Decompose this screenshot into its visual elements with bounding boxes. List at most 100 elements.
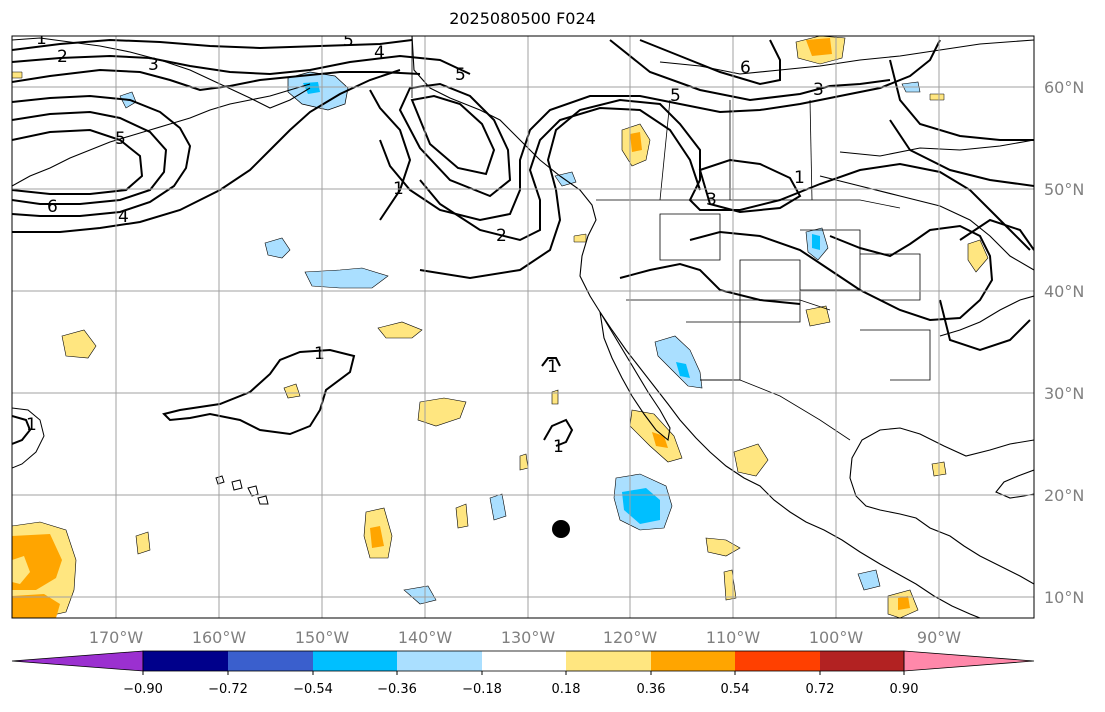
contour-west-4 [12, 94, 192, 217]
colorbar-tick-label: −0.54 [293, 682, 333, 697]
coastline-alaska-north [12, 37, 311, 109]
shade-pos-npac5 [283, 383, 301, 399]
shade-pos-hudson [929, 93, 945, 101]
shade-pos-west2 [135, 531, 151, 555]
shading-layer [12, 36, 989, 618]
contour-nw-3 [12, 68, 421, 92]
colorbar-ticks [142, 671, 905, 675]
shade-neg-south1 [403, 585, 437, 605]
contour-label: 4 [118, 207, 129, 227]
lat-label: 30°N [1044, 384, 1084, 403]
border-us-state5 [800, 229, 861, 291]
lat-label: 10°N [1044, 588, 1084, 607]
contour-gulf-5 [398, 82, 512, 198]
shade-pos-north-core [806, 38, 832, 56]
shade-pos-west1 [61, 329, 97, 359]
contour-label: 1 [547, 357, 558, 377]
contour-label: 2 [57, 47, 68, 67]
map-background [12, 36, 1034, 618]
coastline-west-america [411, 36, 981, 618]
contour-canada-6 [639, 39, 781, 86]
contour-label: 1 [36, 29, 47, 49]
border-us-state2 [659, 213, 721, 261]
shade-pos-greatlakes [967, 239, 989, 273]
colorbar-tick-label: −0.72 [208, 682, 248, 697]
shade-pos-npac4 [417, 397, 467, 427]
colorbar-bin [482, 651, 566, 671]
coastline-great-lakes-region [819, 175, 1034, 271]
shade-pos-cpac-core [370, 526, 384, 548]
shade-neg-epac-core [622, 488, 660, 524]
shade-pos-nw-edge [12, 71, 23, 79]
lon-label: 160°W [192, 628, 247, 647]
border-canada-prov1 [809, 99, 813, 201]
lat-label: 20°N [1044, 486, 1084, 505]
contour-west-5 [12, 110, 168, 205]
map-frame [11, 35, 1035, 619]
contour-main-1 [419, 98, 1031, 280]
colorbar-frame [142, 650, 905, 672]
colorbar-bin [820, 651, 904, 671]
colorbar-tick-label: 0.54 [721, 682, 750, 697]
shade-neg-npac1 [264, 237, 291, 259]
shade-pos-cpac2 [455, 503, 469, 529]
coastline-hudson [839, 139, 1034, 157]
lon-label: 90°W [917, 628, 961, 647]
coastline-baja [599, 311, 671, 442]
contour-pacific-1 [162, 348, 356, 436]
contour-west-3 [12, 69, 401, 233]
contour-label: 1 [26, 415, 37, 435]
map-title: 2025080500 F024 [449, 9, 596, 28]
lon-label: 150°W [295, 628, 350, 647]
contour-main-2 [419, 106, 701, 242]
hawaii-islands [215, 475, 269, 505]
contour-label: 1 [553, 437, 564, 457]
contour-label: 1 [794, 168, 805, 188]
contour-main-3 [379, 39, 941, 222]
colorbar-bin [566, 651, 651, 671]
colorbar-bin [143, 651, 228, 671]
contour-west-edge-1 [12, 415, 32, 445]
contour-label: 6 [740, 58, 751, 78]
contour-cpac-1 [541, 357, 561, 367]
contour-labels: 1 2 3 5 4 5 5 6 4 1 2 6 5 3 1 3 1 1 1 1 [26, 29, 824, 457]
contour-epac-1 [543, 418, 574, 447]
longitude-axis: 170°W 160°W 150°W 140°W 130°W 120°W 110°… [89, 628, 961, 647]
colorbar-tick-label: 0.36 [637, 682, 666, 697]
contour-gulf-1 [369, 89, 412, 221]
colorbar: −0.90 −0.72 −0.54 −0.36 −0.18 0.18 0.36 … [11, 650, 1035, 697]
contour-label: 3 [813, 80, 824, 100]
contour-montana-3 [698, 158, 802, 214]
shade-pos-southwest-hole [12, 556, 30, 584]
colorbar-extend-min [11, 650, 144, 672]
contour-hudson-1 [889, 119, 1034, 187]
shade-pos-southwest-core2 [12, 594, 60, 618]
shade-pos-mexico [733, 443, 769, 477]
map-layers: 1 2 3 5 4 5 5 6 4 1 2 6 5 3 1 3 1 1 1 1 [12, 29, 1034, 618]
lon-label: 120°W [603, 628, 658, 647]
contour-west-us [619, 262, 801, 305]
geography-layer [12, 36, 1034, 618]
contour-label: 5 [455, 65, 466, 85]
lon-label: 110°W [706, 628, 761, 647]
lat-label: 50°N [1044, 180, 1084, 199]
border-us-state7 [860, 329, 931, 381]
contour-label: 6 [47, 197, 58, 217]
colorbar-tick-label: 0.18 [552, 682, 581, 697]
border-us-state3 [739, 259, 801, 323]
shade-neg-gulf-california [654, 335, 703, 389]
contour-nw-1 [12, 38, 413, 51]
contour-gulf-6 [410, 94, 496, 176]
lon-label: 140°W [398, 628, 453, 647]
contour-nw-2 [12, 54, 471, 76]
contour-west-6 [12, 128, 144, 195]
colorbar-bin [228, 651, 313, 671]
shade-neg-south2 [857, 569, 881, 591]
colorbar-extend-max [903, 650, 1035, 672]
shade-neg-npac2 [304, 267, 389, 289]
shade-neg-gulf-california-core [676, 362, 690, 378]
contour-label: 5 [670, 86, 681, 106]
contour-label: 5 [115, 129, 126, 149]
shade-pos-npac3 [377, 321, 423, 339]
colorbar-bin [735, 651, 820, 671]
